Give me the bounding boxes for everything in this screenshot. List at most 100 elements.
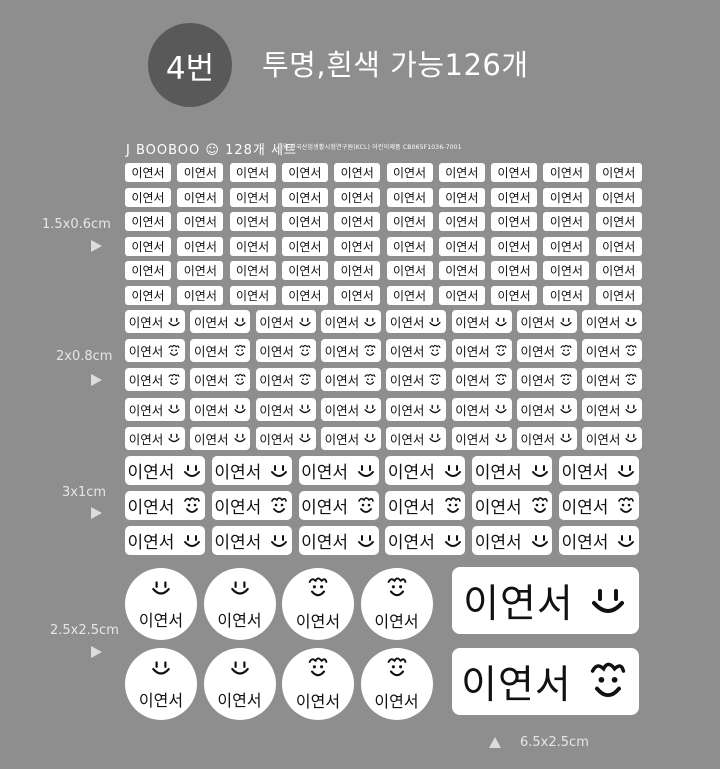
- curly-hair-face-icon: [298, 373, 312, 387]
- name-sticker: 이연서: [190, 339, 251, 363]
- sticker-name-text: 이연서: [455, 344, 490, 360]
- sticker-name-text: 이연서: [445, 215, 479, 229]
- sticker-name-text: 이연서: [194, 344, 229, 360]
- name-sticker: 이연서: [543, 187, 590, 207]
- sticker-name-text: 이연서: [131, 190, 165, 205]
- sticker-name-text: 이연서: [217, 611, 262, 630]
- name-sticker: 이연서: [472, 456, 553, 485]
- curly-hair-face-icon: [269, 496, 289, 516]
- name-sticker: 이연서: [595, 187, 642, 207]
- name-sticker: 이연서: [386, 212, 433, 231]
- name-sticker: 이연서: [320, 339, 381, 363]
- curly-hair-face-icon: [530, 496, 550, 516]
- sticker-name-text: 이연서: [602, 166, 636, 180]
- name-sticker: 이연서: [516, 426, 577, 450]
- name-sticker: 이연서: [211, 456, 292, 485]
- sticker-name-text: 이연서: [288, 239, 322, 254]
- name-sticker: 이연서: [334, 187, 381, 207]
- name-sticker: 이연서: [334, 212, 381, 231]
- name-sticker: 이연서: [595, 285, 642, 305]
- sticker-name-text: 이연서: [387, 463, 435, 483]
- name-sticker: 이연서: [582, 397, 643, 421]
- page-title: 투명,흰색 가능126개: [262, 48, 529, 82]
- name-sticker: 이연서: [559, 456, 639, 485]
- name-sticker: 이연서: [595, 212, 642, 231]
- sticker-name-text: 이연서: [324, 344, 360, 360]
- sticker-name-text: 이연서: [236, 264, 270, 278]
- curly-hair-face-icon: [363, 373, 377, 387]
- name-sticker: 이연서: [543, 163, 590, 182]
- name-sticker: 이연서: [582, 368, 643, 392]
- name-sticker: 이연서: [125, 285, 171, 305]
- sticker-name-text: 이연서: [392, 215, 427, 229]
- name-sticker: 이연서: [281, 163, 328, 182]
- name-sticker: 이연서: [190, 397, 251, 421]
- sticker-name-text: 이연서: [324, 402, 360, 418]
- name-sticker: 이연서: [320, 397, 381, 421]
- sticker-name-text: 이연서: [127, 533, 175, 553]
- name-sticker: 이연서: [125, 212, 171, 231]
- name-sticker: 이연서: [334, 236, 381, 256]
- sticker-name-text: 이연서: [288, 215, 322, 229]
- smile-icon: [363, 402, 377, 416]
- name-sticker: 이연서: [438, 163, 485, 182]
- sticker-name-text: 이연서: [183, 239, 217, 254]
- smile-icon: [167, 402, 181, 416]
- sticker-name-text: 이연서: [183, 264, 217, 278]
- sticker-name-text: 이연서: [497, 166, 531, 180]
- curly-hair-face-icon: [356, 496, 376, 516]
- curly-hair-face-icon: [385, 656, 409, 680]
- name-sticker: 이연서: [438, 236, 485, 256]
- name-sticker: 이연서: [125, 187, 171, 207]
- name-sticker: 이연서: [229, 285, 276, 305]
- name-sticker: 이연서: [543, 236, 590, 256]
- sticker-name-text: 이연서: [497, 288, 531, 303]
- curly-hair-face-icon: [616, 496, 636, 516]
- sticker-name-text: 이연서: [474, 498, 522, 518]
- sticker-name-text: 이연서: [549, 288, 583, 303]
- name-sticker: 이연서: [386, 187, 433, 207]
- sticker-name-text: 이연서: [602, 264, 636, 278]
- sticker-name-text: 이연서: [585, 373, 621, 389]
- name-sticker: 이연서: [385, 526, 466, 555]
- sticker-name-text: 이연서: [340, 190, 374, 205]
- smile-icon: [559, 315, 573, 329]
- name-sticker: 이연서: [491, 163, 538, 182]
- sticker-name-text: 이연서: [194, 431, 229, 447]
- smile-icon: [167, 431, 181, 445]
- smile-icon: [494, 402, 508, 416]
- brand-label: J BOOBOO ☺ 128개 세트: [126, 143, 297, 158]
- smile-icon: [428, 315, 442, 329]
- name-sticker: 이연서: [177, 212, 224, 231]
- name-sticker: 이연서: [582, 339, 643, 363]
- sticker-name-text: 이연서: [445, 190, 479, 205]
- curly-hair-face-icon: [428, 344, 442, 358]
- smile-icon: [588, 581, 628, 621]
- sticker-name-text: 이연서: [455, 373, 490, 389]
- round-sticker: 이연서: [125, 568, 197, 640]
- name-sticker: 이연서: [125, 261, 171, 280]
- smile-icon: [494, 315, 508, 329]
- size-label-large: 3x1cm: [62, 485, 107, 500]
- name-sticker: 이연서: [491, 212, 538, 231]
- name-sticker: 이연서: [451, 339, 512, 363]
- sticker-name-text: 이연서: [340, 264, 374, 278]
- name-sticker: 이연서: [516, 368, 577, 392]
- sticker-name-text: 이연서: [259, 373, 294, 389]
- set-number: 4번: [165, 50, 215, 87]
- name-sticker: 이연서: [595, 163, 642, 182]
- name-sticker: 이연서: [177, 187, 224, 207]
- size-label-round: 2.5x2.5cm: [50, 623, 119, 638]
- sticker-name-text: 이연서: [497, 215, 531, 229]
- sticker-name-text: 이연서: [374, 692, 419, 711]
- sticker-name-text: 이연서: [236, 166, 270, 180]
- sticker-name-text: 이연서: [131, 288, 165, 303]
- sticker-name-text: 이연서: [585, 402, 621, 418]
- name-sticker: 이연서: [298, 526, 379, 555]
- sticker-name-text: 이연서: [324, 431, 360, 447]
- set-number-badge: 4번: [148, 23, 232, 107]
- round-sticker: 이연서: [125, 648, 197, 720]
- sticker-name-text: 이연서: [295, 612, 341, 631]
- smile-icon: [167, 315, 181, 329]
- certification-text: Ⓚ 한국산업생활시험연구원(KCL) 어린이제품 CB065F1036-7001: [282, 144, 462, 151]
